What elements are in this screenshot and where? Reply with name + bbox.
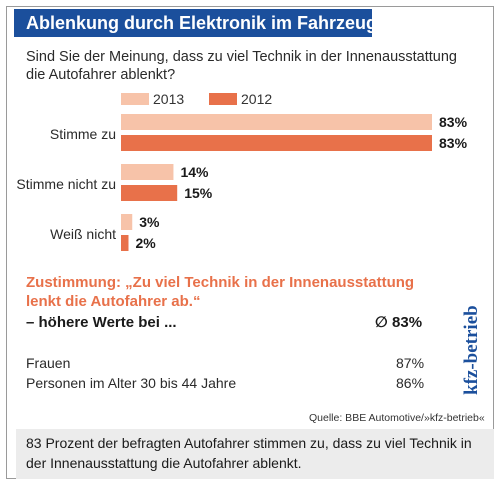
legend-swatch-2012 xyxy=(209,93,237,105)
category-label-stimme-zu: Stimme zu xyxy=(50,126,116,142)
legend-swatch-2013 xyxy=(121,93,149,105)
category-label-stimme-nicht-zu: Stimme nicht zu xyxy=(16,176,116,192)
legend-label-2012: 2012 xyxy=(241,91,273,107)
bar-2012-weiss-nicht xyxy=(121,235,129,251)
value-label-2013-weiss-nicht: 3% xyxy=(139,214,160,230)
title-bar xyxy=(14,9,372,37)
legend-label-2013: 2013 xyxy=(153,91,185,107)
value-label-2012-stimme-nicht-zu: 15% xyxy=(184,185,213,201)
detail-label-women: Frauen xyxy=(26,355,71,371)
summary-average: ∅ 83% xyxy=(375,314,423,331)
chart-frame xyxy=(6,6,494,479)
detail-value-women: 87% xyxy=(396,355,425,371)
bar-2013-weiss-nicht xyxy=(121,214,133,230)
detail-label-age-group: Personen im Alter 30 bis 44 Jahre xyxy=(26,375,237,391)
brand-logo: kfz-betrieb xyxy=(461,305,482,395)
survey-question: Sind Sie der Meinung, dass zu viel Techn… xyxy=(26,49,457,83)
value-label-2013-stimme-zu: 83% xyxy=(439,114,468,130)
value-label-2012-stimme-zu: 83% xyxy=(439,135,468,151)
caption-box xyxy=(16,429,494,479)
summary-heading: Zustimmung: „Zu viel Technik in der Inne… xyxy=(26,274,415,310)
bar-2013-stimme-zu xyxy=(121,114,432,130)
detail-value-age-group: 86% xyxy=(396,375,425,391)
bar-2012-stimme-nicht-zu xyxy=(121,185,178,201)
bar-2012-stimme-zu xyxy=(121,135,432,151)
value-label-2012-weiss-nicht: 2% xyxy=(135,235,156,251)
category-label-weiss-nicht: Weiß nicht xyxy=(50,226,116,242)
bar-2013-stimme-nicht-zu xyxy=(121,164,174,180)
summary-subheading: – höhere Werte bei ... xyxy=(26,314,177,331)
caption-text: 83 Prozent der befragten Autofahrer stim… xyxy=(26,435,472,471)
source-note: Quelle: BBE Automotive/»kfz-betrieb« xyxy=(309,412,485,424)
chart-title: Ablenkung durch Elektronik im Fahrzeug xyxy=(26,13,378,33)
value-label-2013-stimme-nicht-zu: 14% xyxy=(180,164,209,180)
